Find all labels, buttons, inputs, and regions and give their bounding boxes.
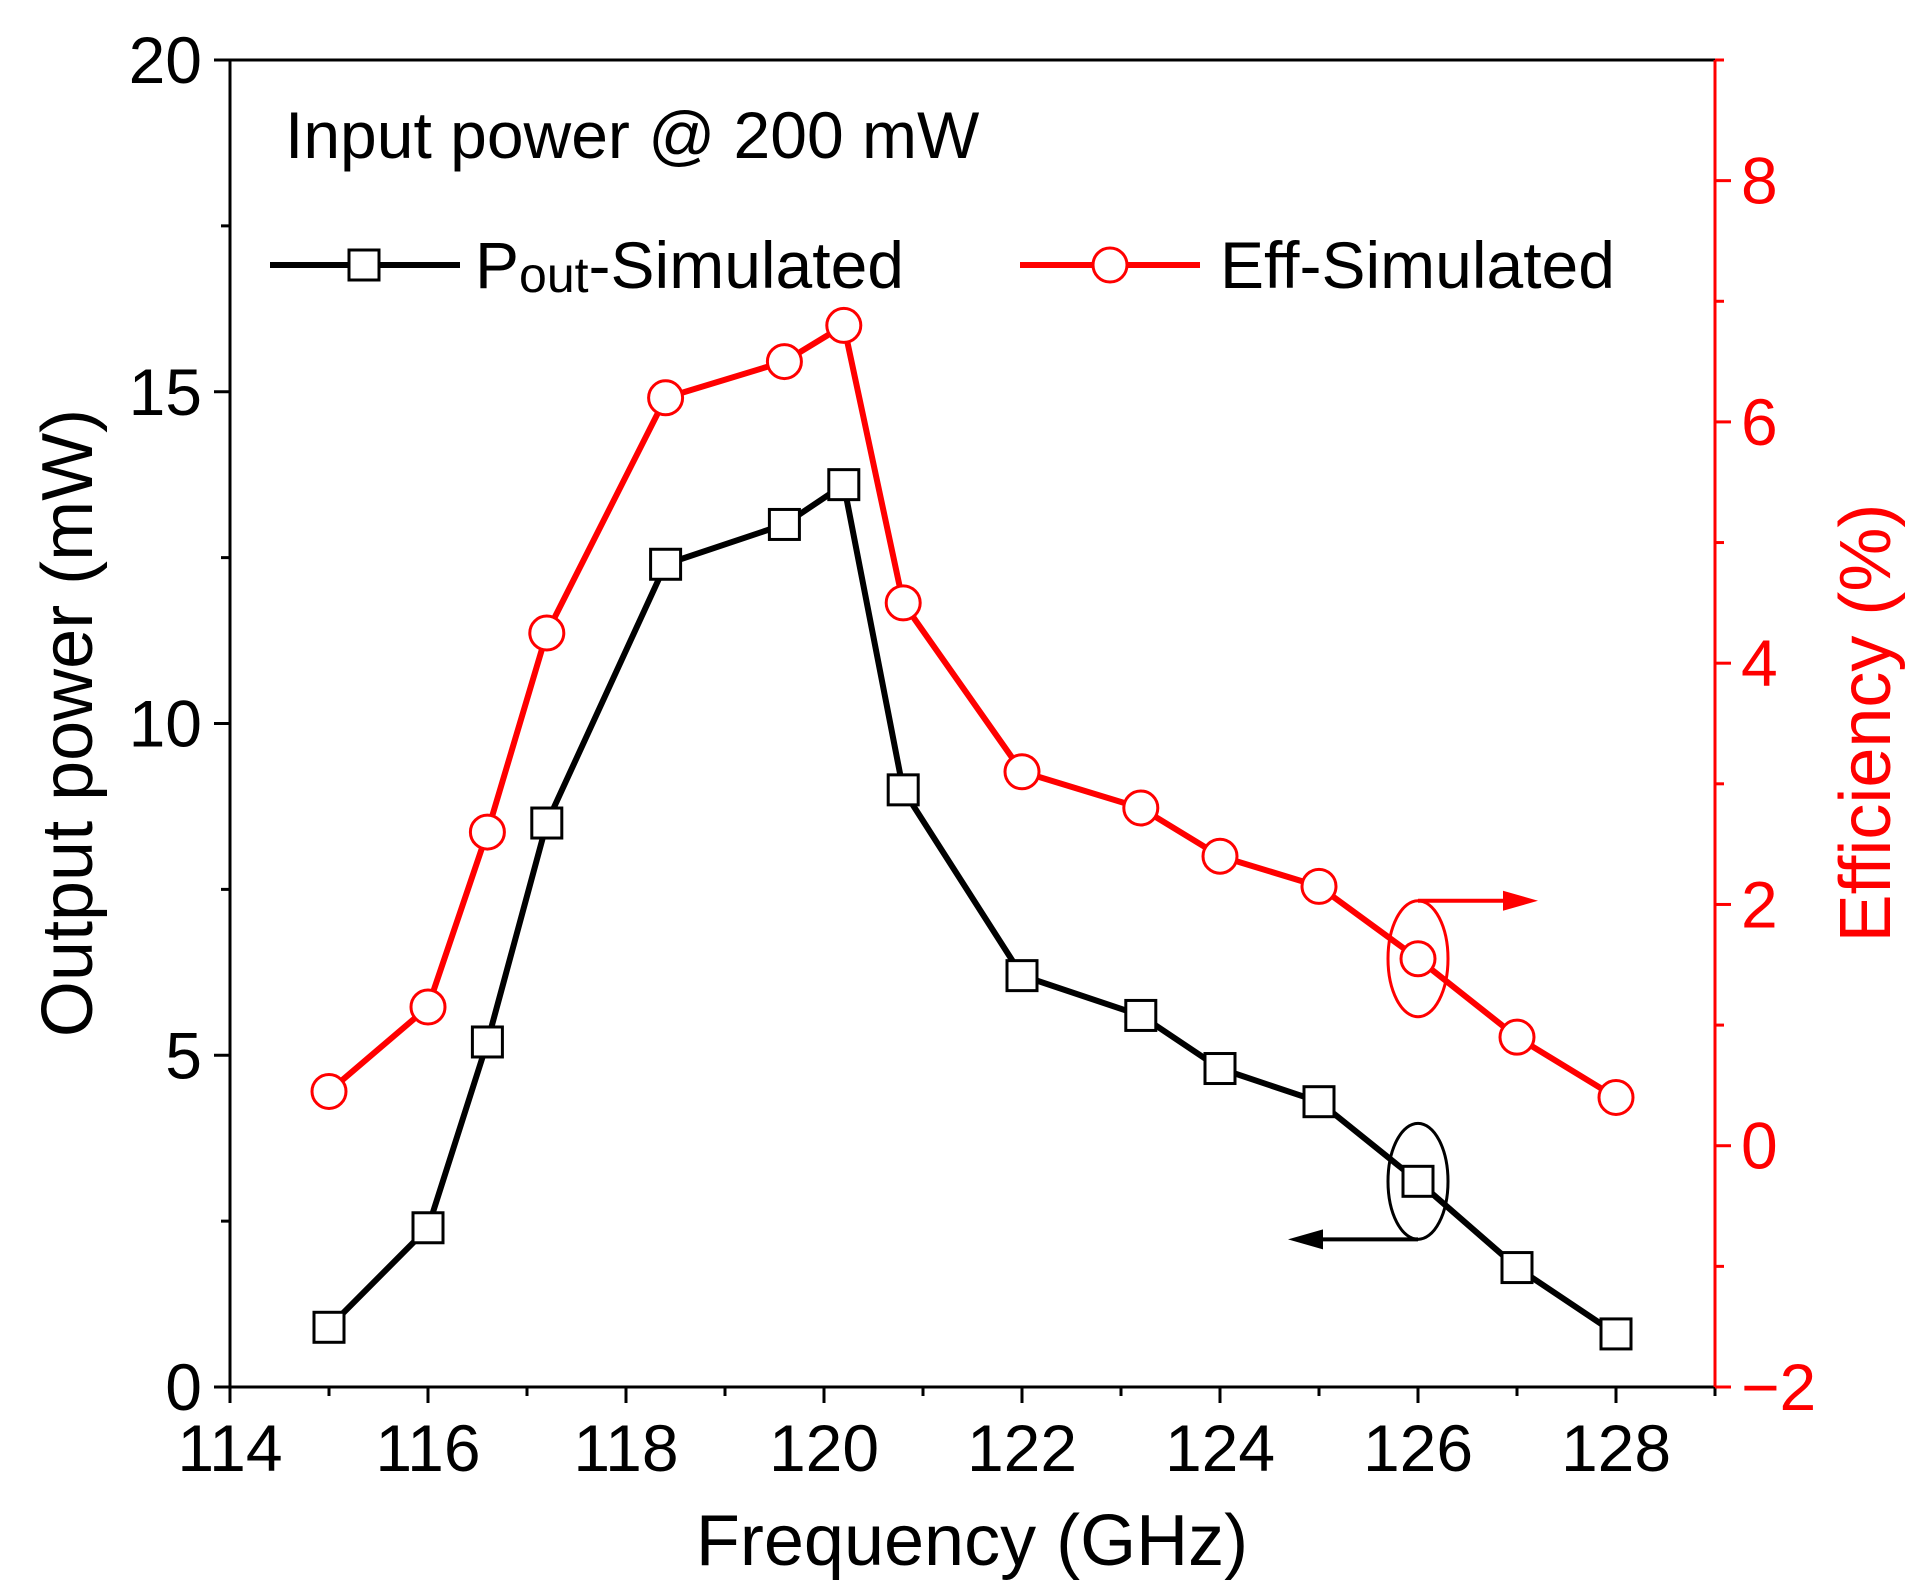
data-point-square (1302, 1085, 1336, 1119)
data-point-square (1599, 1317, 1633, 1351)
x-tick-label: 114 (177, 1411, 282, 1485)
data-point-circle (1201, 837, 1239, 875)
data-point-circle (884, 584, 922, 622)
right-y-tick-label: 2 (1741, 867, 1778, 941)
right-y-axis-label: Efficiency (%) (1826, 504, 1906, 943)
legend-marker-eff (1091, 246, 1129, 284)
data-point-square (767, 507, 801, 541)
data-point-square (827, 468, 861, 502)
data-point-circle (1399, 940, 1437, 978)
series-line-1 (327, 322, 1618, 1101)
right-y-axis-ticks: −2 0 2 4 6 8 (1715, 58, 1816, 1424)
data-point-circle (468, 813, 506, 851)
data-point-circle (1003, 753, 1041, 791)
data-point-circle (1122, 789, 1160, 827)
chart-annotation: Input power @ 200 mW (285, 98, 980, 172)
data-point-square (411, 1211, 445, 1245)
left-y-tick-label: 0 (165, 1350, 202, 1424)
data-point-circle (1300, 867, 1338, 905)
data-point-square (470, 1025, 504, 1059)
legend-marker-pout (347, 248, 381, 282)
legend-label-eff: Eff-Simulated (1220, 228, 1615, 302)
x-tick-label: 122 (967, 1411, 1077, 1485)
data-point-square (530, 806, 564, 840)
data-point-circle (765, 343, 803, 381)
legend: Pout-Simulated Eff-Simulated (270, 228, 1615, 303)
data-point-circle (409, 988, 447, 1026)
x-tick-label: 128 (1561, 1411, 1671, 1485)
axis-indicator-arrowhead (1288, 1229, 1323, 1250)
legend-label-pout: Pout-Simulated (475, 228, 904, 303)
x-axis-label: Frequency (GHz) (696, 1501, 1248, 1581)
data-point-square (1401, 1164, 1435, 1198)
left-y-tick-label: 20 (129, 23, 202, 97)
data-point-circle (1597, 1078, 1635, 1116)
left-y-axis-label: Output power (mW) (28, 409, 108, 1037)
data-point-circle (825, 306, 863, 344)
right-y-tick-label: −2 (1741, 1350, 1816, 1424)
data-point-circle (310, 1072, 348, 1110)
series-line-0 (326, 481, 1618, 1337)
right-y-tick-label: 4 (1741, 626, 1778, 700)
data-point-circle (647, 379, 685, 417)
data-point-square (1203, 1052, 1237, 1086)
left-y-tick-label: 10 (129, 687, 202, 761)
left-y-tick-label: 15 (129, 355, 202, 429)
data-point-square (649, 547, 683, 581)
x-axis-ticks: 114 116 118 120 122 124 126 128 (177, 1387, 1717, 1485)
right-y-tick-label: 8 (1741, 144, 1778, 218)
data-point-square (886, 773, 920, 807)
data-point-square (1500, 1251, 1534, 1285)
data-point-circle (528, 614, 566, 652)
x-tick-label: 118 (573, 1411, 678, 1485)
data-point-square (1124, 998, 1158, 1032)
x-tick-label: 124 (1165, 1411, 1275, 1485)
right-y-tick-label: 0 (1741, 1109, 1778, 1183)
x-tick-label: 116 (375, 1411, 480, 1485)
right-y-tick-label: 6 (1741, 385, 1778, 459)
x-tick-label: 126 (1363, 1411, 1473, 1485)
data-point-square (1005, 959, 1039, 993)
data-point-circle (1498, 1018, 1536, 1056)
series-layer (310, 306, 1635, 1351)
data-point-square (312, 1310, 346, 1344)
axis-indicators (1288, 890, 1538, 1250)
x-tick-label: 120 (769, 1411, 879, 1485)
left-y-axis-ticks: 0 5 10 15 20 (129, 23, 230, 1424)
axis-indicator-arrowhead (1503, 890, 1538, 911)
left-y-tick-label: 5 (165, 1018, 202, 1092)
